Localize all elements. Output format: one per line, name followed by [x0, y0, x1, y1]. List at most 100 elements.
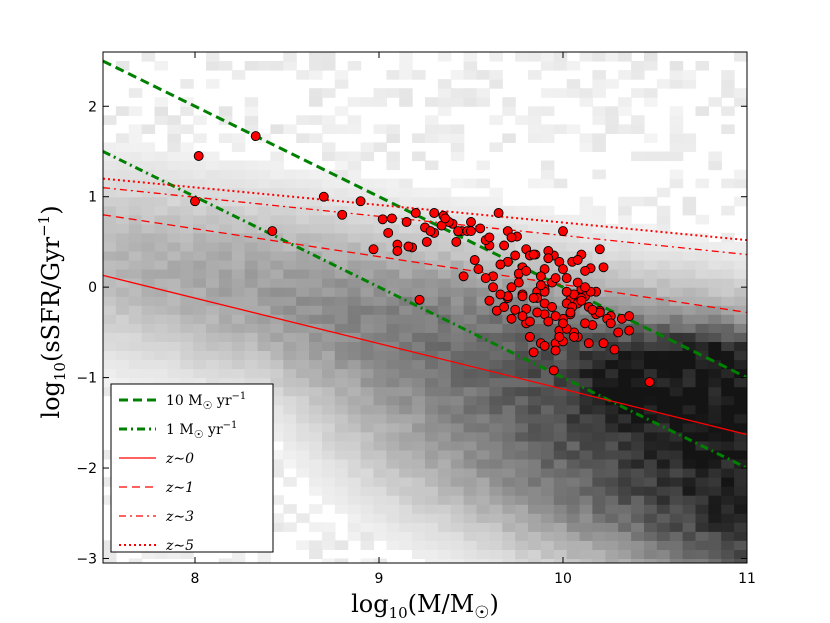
- heatmap-cell: [540, 468, 555, 478]
- heatmap-cell: [489, 522, 503, 532]
- heatmap-cell: [553, 531, 568, 541]
- heatmap-cell: [244, 106, 259, 116]
- heatmap-cell: [412, 287, 426, 297]
- heatmap-cell: [708, 413, 722, 424]
- heatmap-cell: [605, 477, 619, 487]
- heatmap-cell: [128, 178, 143, 189]
- heatmap-cell: [605, 368, 619, 379]
- heatmap-cell: [592, 341, 606, 351]
- heatmap-cell: [360, 486, 375, 496]
- heatmap-cell: [360, 151, 375, 162]
- data-point: [624, 311, 635, 322]
- heatmap-cell: [528, 522, 542, 532]
- heatmap-cell: [708, 368, 722, 379]
- heatmap-cell: [244, 269, 259, 279]
- heatmap-cell: [540, 395, 555, 406]
- heatmap-cell: [360, 440, 375, 451]
- heatmap-cell: [231, 223, 246, 234]
- heatmap-cell: [489, 404, 503, 415]
- heatmap-cell: [656, 477, 671, 487]
- heatmap-cell: [476, 97, 490, 107]
- heatmap-cell: [721, 413, 735, 424]
- data-point: [458, 271, 469, 282]
- heatmap-cell: [592, 232, 606, 243]
- heatmap-cell: [386, 431, 400, 442]
- heatmap-cell: [193, 232, 207, 243]
- heatmap-cell: [734, 531, 747, 541]
- heatmap-cell: [540, 178, 555, 189]
- heatmap-cell: [734, 422, 747, 433]
- heatmap-cell: [579, 468, 594, 478]
- heatmap-cell: [322, 404, 336, 415]
- heatmap-cell: [218, 269, 233, 279]
- heatmap-cell: [644, 368, 658, 379]
- heatmap-cell: [476, 477, 490, 487]
- data-point: [377, 214, 388, 225]
- heatmap-cell: [399, 178, 413, 189]
- heatmap-cell: [682, 531, 697, 541]
- heatmap-cell: [322, 223, 336, 234]
- heatmap-cell: [386, 232, 400, 243]
- heatmap-cell: [515, 323, 529, 333]
- heatmap-cell: [360, 558, 375, 563]
- heatmap-cell: [283, 431, 297, 442]
- heatmap-cell: [425, 459, 439, 469]
- heatmap-cell: [592, 88, 606, 98]
- heatmap-cell: [334, 459, 349, 469]
- heatmap-cell: [682, 341, 697, 351]
- heatmap-cell: [373, 350, 387, 361]
- heatmap-cell: [528, 241, 542, 252]
- heatmap-cell: [515, 504, 529, 514]
- heatmap-cell: [270, 377, 284, 388]
- heatmap-cell: [515, 459, 529, 469]
- heatmap-cell: [631, 223, 645, 234]
- heatmap-cell: [386, 404, 400, 415]
- heatmap-cell: [579, 251, 594, 261]
- heatmap-cell: [515, 350, 529, 361]
- heatmap-cell: [309, 314, 323, 324]
- heatmap-cell: [450, 151, 465, 162]
- heatmap-cell: [682, 296, 697, 306]
- heatmap-cell: [708, 540, 722, 550]
- heatmap-cell: [631, 332, 645, 342]
- heatmap-cell: [450, 404, 465, 415]
- data-point: [561, 286, 572, 297]
- heatmap-cell: [605, 251, 619, 261]
- heatmap-cell: [515, 332, 529, 342]
- heatmap-cell: [360, 404, 375, 415]
- heatmap-cell: [322, 287, 336, 297]
- heatmap-cell: [128, 196, 143, 207]
- heatmap-cell: [193, 205, 207, 216]
- heatmap-cell: [669, 504, 684, 514]
- heatmap-cell: [206, 223, 220, 234]
- heatmap-cell: [502, 97, 516, 107]
- heatmap-cell: [231, 232, 246, 243]
- heatmap-cell: [553, 52, 568, 62]
- heatmap-cell: [579, 323, 594, 333]
- data-point: [499, 302, 510, 312]
- heatmap-cell: [115, 332, 130, 342]
- heatmap-cell: [734, 241, 747, 252]
- heatmap-cell: [682, 70, 697, 80]
- heatmap-cell: [669, 422, 684, 433]
- heatmap-cell: [309, 223, 323, 234]
- heatmap-cell: [103, 151, 117, 162]
- heatmap-cell: [322, 350, 336, 361]
- data-point: [521, 265, 532, 276]
- data-point: [587, 304, 598, 315]
- heatmap-cell: [734, 269, 747, 279]
- heatmap-cell: [528, 531, 542, 541]
- heatmap-cell: [476, 296, 490, 306]
- heatmap-cell: [566, 468, 581, 478]
- heatmap-cell: [437, 558, 452, 563]
- legend-label: 1 M☉ yr−1: [166, 420, 237, 441]
- heatmap-cell: [244, 332, 259, 342]
- heatmap-cell: [218, 169, 233, 180]
- heatmap-cell: [476, 549, 490, 559]
- x-tick-label: 11: [738, 571, 756, 587]
- heatmap-cell: [618, 549, 632, 559]
- heatmap-cell: [669, 359, 684, 370]
- heatmap-cell: [103, 296, 117, 306]
- heatmap-cell: [553, 341, 568, 351]
- heatmap-cell: [399, 196, 413, 207]
